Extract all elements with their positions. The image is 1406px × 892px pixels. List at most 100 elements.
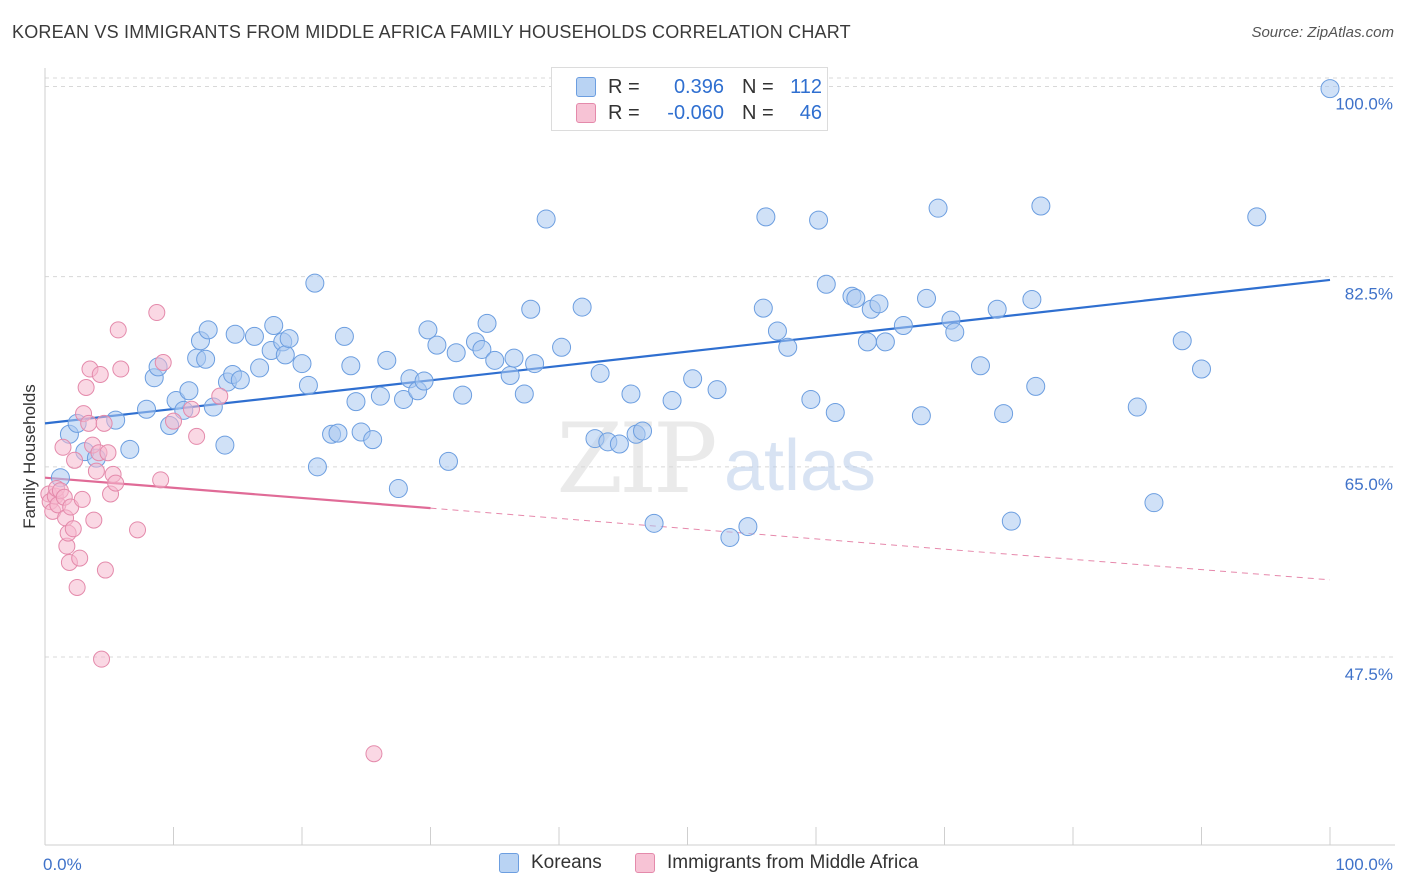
point-koreans xyxy=(521,299,541,319)
point-koreans xyxy=(1001,511,1021,531)
point-koreans xyxy=(250,358,270,378)
point-koreans xyxy=(917,288,937,308)
point-koreans xyxy=(809,210,829,230)
point-koreans xyxy=(363,430,383,450)
legend-item-middle-africa: Immigrants from Middle Africa xyxy=(635,852,918,874)
point-koreans xyxy=(801,389,821,409)
point-koreans xyxy=(707,380,727,400)
point-middle-africa xyxy=(152,471,170,489)
legend-swatch-pink xyxy=(635,853,655,873)
point-koreans xyxy=(196,349,216,369)
point-koreans xyxy=(453,385,473,405)
point-middle-africa xyxy=(80,414,98,432)
legend-swatch-blue xyxy=(499,853,519,873)
legend-n-label: N = xyxy=(742,75,774,98)
trend-line-middle-africa-extrapolated xyxy=(430,507,1331,581)
point-koreans xyxy=(970,356,990,376)
legend-n-value: 112 xyxy=(790,75,822,98)
point-koreans xyxy=(120,439,140,459)
point-koreans xyxy=(500,366,520,386)
legend-r-value: 0.396 xyxy=(673,75,724,98)
point-koreans xyxy=(525,354,545,374)
point-koreans xyxy=(346,392,366,412)
series-legend: Koreans Immigrants from Middle Africa xyxy=(0,852,1406,878)
point-koreans xyxy=(767,321,787,341)
point-koreans xyxy=(928,198,948,218)
y-tick-label: 100.0% xyxy=(1335,94,1393,113)
point-koreans xyxy=(1022,289,1042,309)
point-koreans xyxy=(633,421,653,441)
legend-row-koreans: R = 0.396 N = 112 xyxy=(576,74,822,100)
point-koreans xyxy=(341,356,361,376)
point-koreans xyxy=(720,527,740,547)
point-koreans xyxy=(609,434,629,454)
point-koreans xyxy=(418,320,438,340)
point-middle-africa xyxy=(71,549,89,567)
point-koreans xyxy=(756,207,776,227)
point-koreans xyxy=(857,332,877,352)
x-tick-label-max: 100.0% xyxy=(1335,855,1393,874)
point-koreans xyxy=(683,369,703,389)
point-middle-africa xyxy=(211,387,229,405)
x-tick-label-min: 0.0% xyxy=(43,855,82,874)
legend-label-koreans: Koreans xyxy=(531,852,602,873)
axis-labels: 47.5% 65.0% 82.5% 100.0% 0.0% 100.0% Family Ho… xyxy=(20,94,1393,874)
point-koreans xyxy=(994,404,1014,424)
data-points xyxy=(40,79,1340,763)
legend-n-label: N = xyxy=(742,101,774,124)
point-koreans xyxy=(1192,359,1211,379)
point-koreans xyxy=(1026,376,1046,396)
trend-line-koreans xyxy=(44,278,1331,425)
watermark: ZIP atlas xyxy=(556,403,876,515)
point-koreans xyxy=(438,451,458,471)
point-koreans xyxy=(137,399,157,419)
point-middle-africa xyxy=(87,462,105,480)
point-middle-africa xyxy=(154,353,172,371)
point-middle-africa xyxy=(165,412,182,430)
point-koreans xyxy=(816,274,836,294)
point-koreans xyxy=(825,402,845,422)
point-middle-africa xyxy=(54,438,72,456)
point-koreans xyxy=(590,363,610,383)
watermark-zip: ZIP xyxy=(556,403,715,515)
y-tick-label: 82.5% xyxy=(1345,285,1393,304)
point-koreans xyxy=(875,332,895,352)
point-koreans xyxy=(275,345,295,365)
point-koreans xyxy=(662,391,682,411)
point-koreans xyxy=(945,322,965,342)
point-koreans xyxy=(621,384,641,404)
point-middle-africa xyxy=(112,360,130,378)
point-middle-africa xyxy=(66,451,84,469)
point-koreans xyxy=(279,329,299,349)
legend-r-label: R = xyxy=(608,101,640,124)
legend-row-middle-africa: R = -0.060 N = 46 xyxy=(576,100,822,126)
watermark-atlas: atlas xyxy=(724,426,876,506)
point-koreans xyxy=(305,273,325,293)
point-koreans xyxy=(298,375,318,395)
point-koreans xyxy=(328,423,348,443)
point-koreans xyxy=(215,435,235,455)
point-koreans xyxy=(738,517,758,537)
point-koreans xyxy=(514,384,534,404)
point-koreans xyxy=(427,335,447,355)
point-koreans xyxy=(446,343,466,363)
point-koreans xyxy=(893,316,913,336)
stats-legend: R = 0.396 N = 112 R = -0.060 N = 46 xyxy=(551,67,828,131)
point-koreans xyxy=(264,316,284,336)
legend-swatch-pink xyxy=(576,103,596,123)
legend-n-value: 46 xyxy=(799,101,822,124)
point-koreans xyxy=(477,313,497,333)
legend-label-middle-africa: Immigrants from Middle Africa xyxy=(667,852,919,873)
point-koreans xyxy=(552,337,572,357)
point-koreans xyxy=(869,294,889,314)
legend-swatch-blue xyxy=(576,77,596,97)
point-koreans xyxy=(1172,331,1192,351)
legend-r-label: R = xyxy=(608,75,640,98)
y-tick-label: 65.0% xyxy=(1345,475,1393,494)
point-koreans xyxy=(987,299,1007,319)
point-koreans xyxy=(394,389,414,409)
source-label: Source: ZipAtlas.com xyxy=(1251,24,1394,41)
point-koreans xyxy=(504,348,524,368)
point-koreans xyxy=(911,406,931,426)
